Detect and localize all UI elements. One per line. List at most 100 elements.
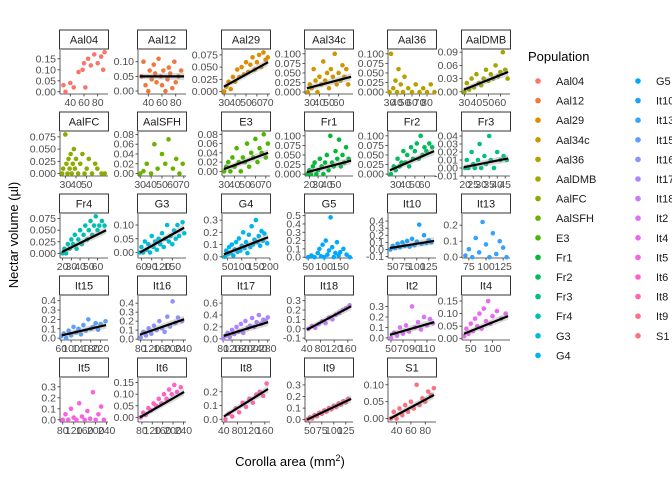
y-tick-label: 0.2 (203, 227, 218, 239)
y-tick-label: 0.09 (438, 47, 459, 59)
data-point (472, 316, 478, 321)
x-tick-label: 60 (250, 179, 262, 191)
facet-strip (59, 357, 109, 378)
data-point (426, 141, 432, 146)
facet-strip-label: Fr4 (76, 199, 93, 211)
data-point (89, 171, 95, 176)
data-point (505, 76, 510, 81)
x-tick-label: 50 (483, 97, 495, 109)
data-point (173, 236, 179, 242)
legend-key (635, 215, 641, 221)
y-tick-label: 0.10 (438, 308, 459, 320)
data-point (91, 52, 97, 57)
y-tick-label: 0.1 (203, 400, 218, 412)
legend-key (535, 195, 541, 202)
y-tick-label: 0.025 (358, 159, 384, 171)
data-point (180, 161, 186, 167)
legend-key (535, 254, 541, 261)
x-tick-label: 60 (78, 97, 90, 109)
data-point (147, 250, 153, 255)
data-point (147, 68, 152, 73)
data-point (340, 152, 345, 158)
y-tick-label: 0.1 (369, 237, 384, 249)
facet-strip (137, 111, 187, 132)
data-point (70, 161, 76, 167)
x-tick-label: 125 (420, 261, 438, 273)
data-point (257, 243, 263, 249)
y-tick-label: 0.06 (114, 139, 135, 151)
data-point (229, 414, 235, 419)
data-point (248, 150, 254, 156)
y-tick-label: 0.0 (203, 333, 218, 345)
data-point (332, 51, 338, 57)
y-tick-label: 0.0 (369, 332, 384, 344)
data-point (163, 88, 168, 94)
y-tick-label: 0.00 (36, 86, 57, 98)
x-tick-label: 60 (495, 97, 507, 109)
facet-strip-label: G4 (239, 199, 254, 211)
data-point (152, 71, 158, 76)
facet-strip (304, 357, 354, 378)
data-point (498, 69, 503, 75)
data-point (263, 155, 269, 160)
x-tick-label: 60 (405, 425, 417, 437)
y-tick-label: 0.025 (30, 236, 56, 248)
data-point (82, 171, 87, 176)
facet-panel: It13 0.0 0.1 0.2 75 100 125 (443, 193, 512, 273)
fit-line (389, 321, 435, 336)
x-tick-label: 75 (399, 261, 411, 273)
data-point (321, 254, 327, 260)
x-tick-label: 30 (384, 97, 396, 109)
x-tick-label: 110 (419, 343, 436, 355)
data-point (253, 217, 259, 223)
data-point (265, 55, 271, 60)
x-tick-label: 200 (164, 343, 182, 355)
facet-strip (221, 29, 271, 50)
data-point (154, 247, 160, 253)
data-point (501, 153, 506, 159)
x-tick-label: 80 (217, 343, 229, 355)
y-tick-label: 0.0 (369, 244, 384, 256)
x-tick-label: 220 (92, 343, 110, 355)
fit-line (223, 151, 269, 171)
data-point (324, 152, 330, 158)
data-point (81, 232, 86, 238)
data-point (500, 49, 506, 55)
x-tick-label: 50 (222, 261, 234, 273)
x-tick-label: 100 (484, 343, 502, 355)
facet-strip (387, 193, 437, 214)
facet-strip-label: G3 (155, 199, 170, 211)
legend-label: Fr1 (556, 252, 573, 264)
data-point (234, 324, 239, 330)
data-point (152, 141, 157, 147)
data-point (329, 244, 335, 250)
data-point (257, 145, 262, 151)
y-tick-label: 0.10 (114, 389, 135, 401)
x-tick-label: 30 (312, 179, 324, 191)
data-point (388, 171, 394, 177)
data-point (99, 218, 105, 224)
data-point (166, 387, 172, 392)
y-tick-label: 0.050 (358, 67, 384, 79)
data-point (85, 408, 90, 414)
y-tick-label: 0.3 (286, 379, 301, 391)
data-point (240, 330, 246, 336)
y-tick-label: -0.1 (283, 333, 301, 345)
data-point (74, 246, 79, 252)
data-point (151, 62, 157, 67)
fit-line (139, 226, 185, 254)
data-point (80, 151, 85, 157)
data-point (173, 79, 179, 85)
x-tick-label: 30 (304, 97, 316, 109)
y-tick-label: 0.000 (275, 87, 301, 99)
data-point (161, 68, 166, 73)
data-point (417, 89, 422, 95)
data-point (60, 166, 66, 171)
facet-strip (137, 29, 187, 50)
y-tick-label: 0.3 (41, 305, 56, 317)
data-point (333, 250, 338, 256)
